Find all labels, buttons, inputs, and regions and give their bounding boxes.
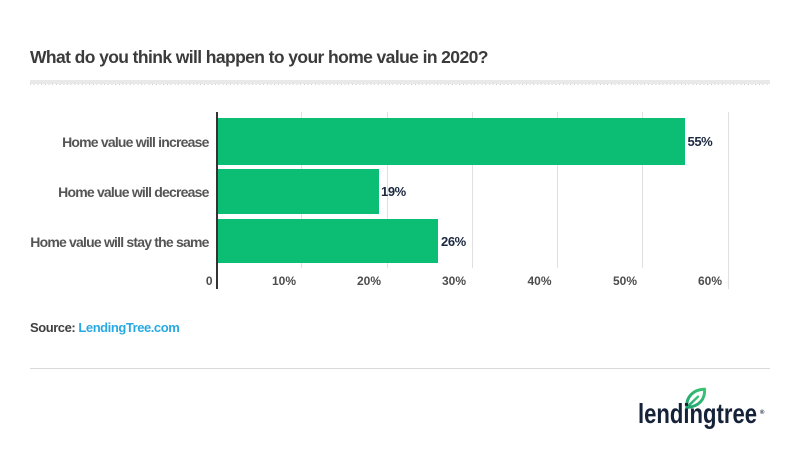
svg-text:®: ® <box>760 409 765 416</box>
svg-text:lendingtree: lendingtree <box>638 398 757 429</box>
